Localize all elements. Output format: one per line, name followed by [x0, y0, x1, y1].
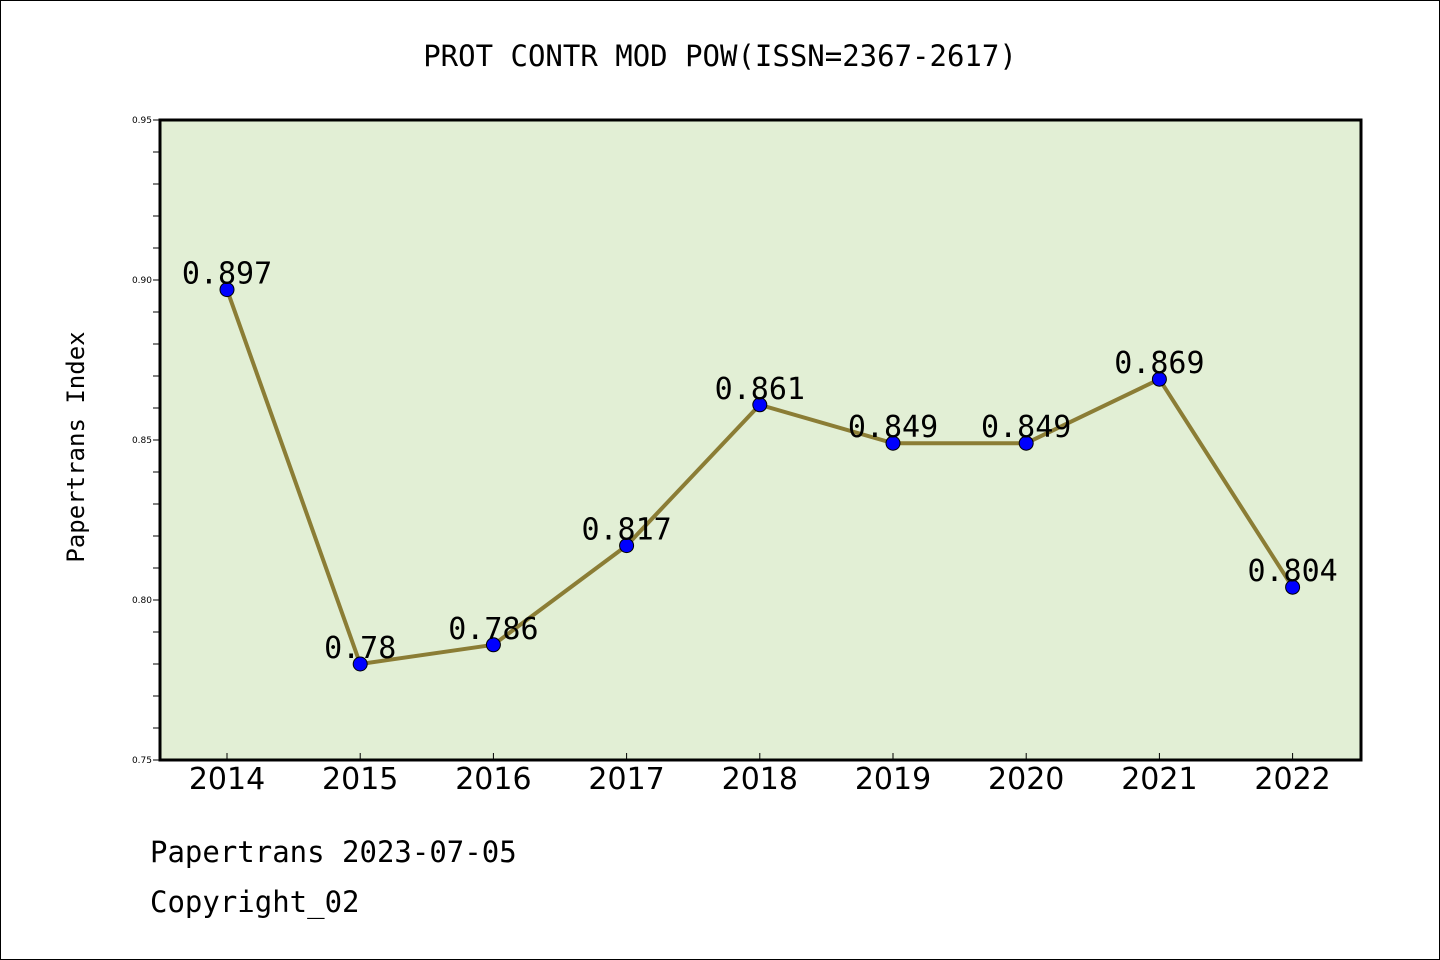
x-tick-label: 2015 [322, 762, 398, 797]
data-value-label: 0.817 [581, 513, 671, 548]
x-tick-label: 2017 [588, 762, 664, 797]
y-tick-label: 0.80 [132, 596, 152, 606]
chart-title: PROT CONTR MOD POW(ISSN=2367-2617) [423, 39, 1017, 73]
data-value-label: 0.786 [448, 612, 538, 647]
data-point-marker [752, 397, 768, 413]
y-tick-label: 0.90 [132, 276, 152, 286]
y-tick-label: 0.75 [132, 756, 152, 766]
data-point-marker [1285, 579, 1301, 595]
data-value-label: 0.804 [1247, 554, 1337, 589]
data-value-label: 0.849 [981, 410, 1071, 445]
data-value-label: 0.897 [182, 257, 272, 292]
x-tick-label: 2019 [855, 762, 931, 797]
x-tick-label: 2022 [1254, 762, 1330, 797]
data-point-marker [1018, 435, 1034, 451]
data-markers [219, 282, 1301, 672]
data-point-marker [219, 282, 235, 298]
data-point-marker [352, 656, 368, 672]
data-value-label: 0.869 [1114, 346, 1204, 381]
x-axis: 2014 2015 2016 2017 2018 2019 2020 2021 2022 [189, 753, 1331, 797]
data-point-marker [885, 435, 901, 451]
data-labels: 0.897 0.78 0.786 0.817 0.861 0.849 0.849 0.869 0… [182, 257, 1338, 666]
plot-border [158, 118, 1363, 762]
data-value-label: 0.861 [715, 372, 805, 407]
data-point-marker [619, 538, 635, 554]
footer-copyright: Copyright_02 [150, 885, 360, 919]
data-point-marker [485, 637, 501, 653]
data-value-label: 0.849 [848, 410, 938, 445]
x-tick-label: 2014 [189, 762, 265, 797]
x-tick-label: 2018 [722, 762, 798, 797]
x-tick-label: 2021 [1121, 762, 1197, 797]
x-tick-label: 2020 [988, 762, 1064, 797]
data-point-marker [1151, 371, 1167, 387]
y-axis-label: Papertrans Index [62, 331, 90, 562]
footer-date: Papertrans 2023-07-05 [150, 835, 517, 869]
plot-area [160, 120, 1361, 760]
x-tick-label: 2016 [455, 762, 531, 797]
data-value-label: 0.78 [324, 631, 396, 666]
y-tick-label: 0.95 [132, 116, 152, 126]
y-axis: 0.75 0.80 0.85 0.90 0.95 [132, 116, 160, 766]
y-tick-label: 0.85 [132, 436, 152, 446]
